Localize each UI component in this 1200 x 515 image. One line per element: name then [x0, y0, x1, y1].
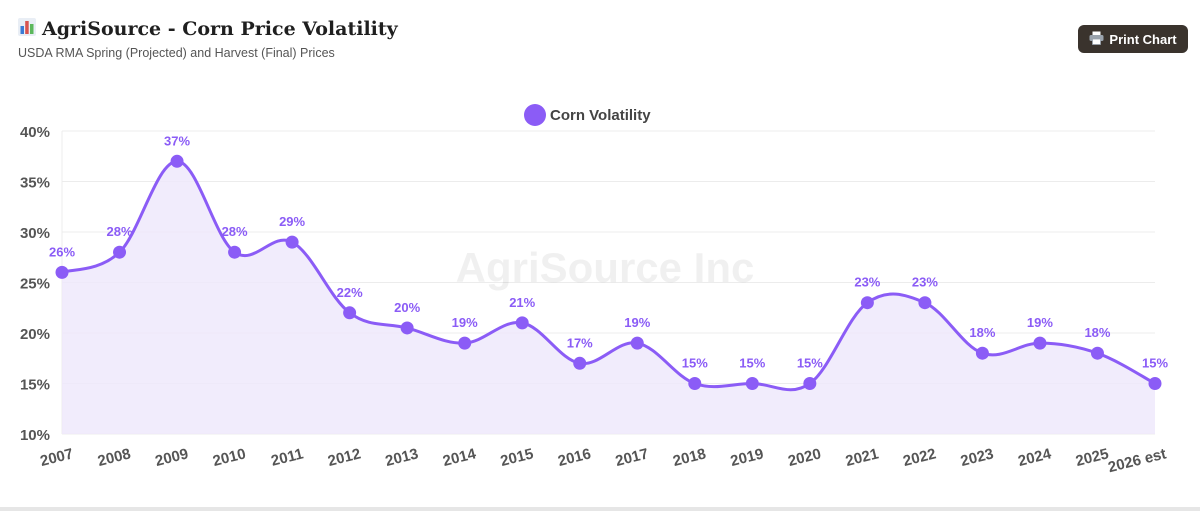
x-tick-label: 2025 [1074, 445, 1110, 470]
data-label: 26% [49, 244, 75, 259]
data-point [228, 245, 242, 259]
y-tick-label: 20% [20, 326, 50, 343]
data-point [688, 377, 702, 390]
y-tick-label: 30% [20, 225, 50, 242]
data-point [170, 154, 184, 168]
volatility-chart: AgriSource Inc 26% 28% 37% 28% 29% 22% 20% 19% 2… [20, 104, 1168, 476]
data-label: 18% [1084, 325, 1110, 340]
series-area-fill [62, 161, 1155, 435]
data-point [630, 336, 644, 350]
y-tick-label: 10% [20, 427, 50, 444]
x-tick-label: 2018 [671, 445, 707, 470]
x-tick-label: 2022 [901, 445, 937, 470]
data-point [1148, 377, 1162, 390]
printer-icon [1089, 31, 1104, 48]
data-label: 19% [452, 315, 478, 330]
data-point [113, 245, 127, 259]
legend-swatch [524, 104, 546, 126]
x-tick-label: 2011 [269, 445, 305, 469]
title-row: AgriSource - Corn Price Volatility [18, 18, 398, 40]
data-point [55, 265, 69, 279]
x-tick-label: 2012 [326, 445, 362, 470]
data-point [1033, 336, 1047, 350]
x-tick-label: 2010 [211, 445, 247, 470]
x-tick-label: 2023 [959, 445, 995, 470]
bottom-border [0, 507, 1200, 511]
print-chart-button[interactable]: Print Chart [1078, 25, 1188, 53]
data-label: 15% [797, 356, 823, 371]
data-label: 37% [164, 133, 190, 148]
data-label: 15% [682, 356, 708, 371]
y-tick-label: 35% [20, 175, 50, 192]
x-tick-label: 2021 [844, 445, 880, 470]
data-label: 22% [337, 285, 363, 300]
watermark-text: AgriSource Inc [456, 244, 755, 291]
x-tick-label: 2024 [1016, 445, 1053, 470]
data-label: 29% [279, 214, 305, 229]
x-tick-label: 2026 est [1106, 445, 1168, 476]
data-point [515, 316, 529, 330]
data-label: 18% [969, 325, 995, 340]
chart-header: AgriSource - Corn Price Volatility USDA … [18, 18, 398, 60]
x-tick-label: 2009 [154, 445, 190, 470]
data-label: 19% [624, 315, 650, 330]
data-point [458, 336, 472, 350]
data-point [918, 296, 932, 310]
x-tick-label: 2015 [499, 445, 535, 470]
x-tick-label: 2016 [556, 445, 592, 470]
chart-area: AgriSource Inc 26% 28% 37% 28% 29% 22% 20% 19% 2… [0, 95, 1200, 511]
data-label: 23% [854, 275, 880, 290]
x-tick-label: 2017 [614, 445, 650, 470]
legend-item: Corn Volatility [524, 104, 651, 126]
data-label: 23% [912, 275, 938, 290]
page-subtitle: USDA RMA Spring (Projected) and Harvest … [18, 46, 335, 60]
data-point [860, 296, 874, 310]
x-tick-label: 2014 [441, 445, 478, 470]
data-label: 15% [739, 356, 765, 371]
data-point [803, 377, 817, 390]
x-tick-label: 2020 [786, 445, 822, 470]
x-tick-label: 2013 [384, 445, 420, 470]
data-label: 15% [1142, 356, 1168, 371]
bar-chart-icon [18, 18, 36, 40]
data-label: 28% [107, 224, 133, 239]
page-title: AgriSource - Corn Price Volatility [42, 18, 398, 40]
data-point [343, 306, 357, 320]
data-point [285, 235, 299, 249]
data-point [745, 377, 759, 390]
series-line [61, 159, 1156, 392]
data-label: 28% [222, 224, 248, 239]
x-tick-label: 2007 [38, 445, 74, 470]
legend-label: Corn Volatility [550, 107, 651, 124]
data-label: 19% [1027, 315, 1053, 330]
x-tick-label: 2019 [729, 445, 765, 470]
print-chart-label: Print Chart [1109, 31, 1177, 47]
y-tick-label: 15% [20, 377, 50, 394]
data-label: 17% [567, 335, 593, 350]
x-tick-label: 2008 [96, 445, 132, 470]
data-point [1090, 346, 1104, 360]
y-tick-label: 25% [20, 276, 50, 293]
data-point [975, 346, 989, 360]
y-tick-label: 40% [20, 124, 50, 141]
data-label: 21% [509, 295, 535, 310]
data-point [573, 356, 587, 370]
data-label: 20% [394, 300, 420, 315]
data-point [400, 321, 414, 335]
